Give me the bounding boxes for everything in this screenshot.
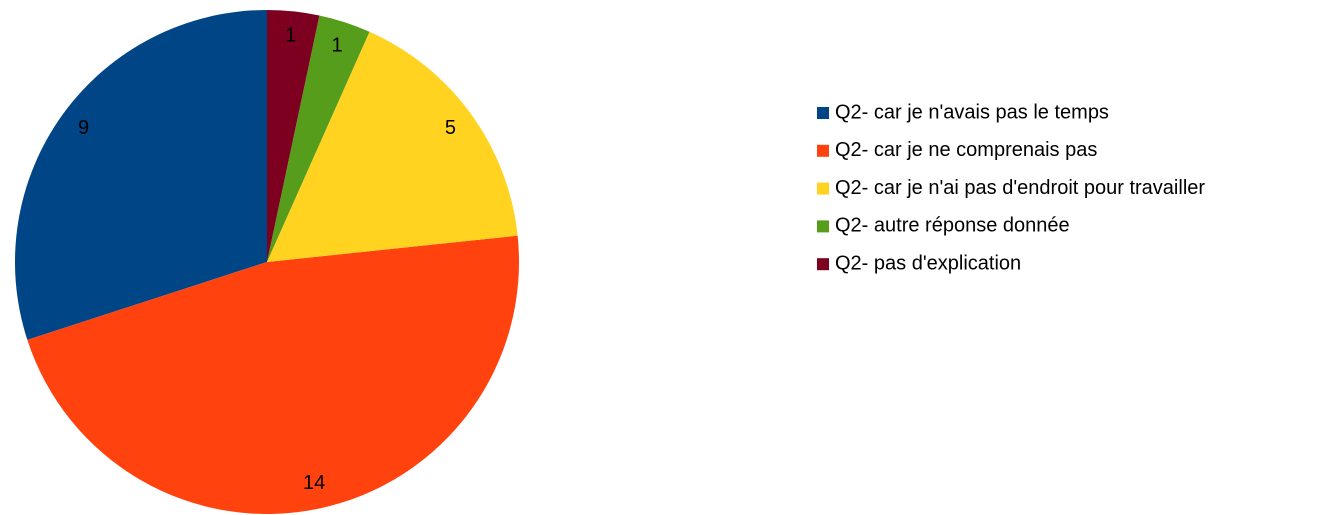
legend-swatch	[817, 107, 829, 119]
legend-swatch	[817, 220, 829, 233]
legend-swatch	[817, 144, 829, 157]
legend-label: Q2- autre réponse donnée	[835, 215, 1070, 237]
legend-swatch	[817, 182, 829, 195]
pie-slice	[267, 31, 518, 262]
pie-slice	[267, 10, 320, 262]
legend-swatch	[817, 258, 829, 271]
data-label: 5	[445, 117, 456, 139]
legend-label: Q2- car je ne comprenais pas	[835, 139, 1097, 161]
data-label: 1	[332, 35, 343, 57]
data-label: 1	[285, 25, 296, 47]
legend-label: Q2- car je n'avais pas le temps	[835, 101, 1109, 123]
pie-slice	[267, 15, 370, 262]
data-label: 9	[78, 117, 89, 139]
legend-label: Q2- car je n'ai pas d'endroit pour trava…	[835, 177, 1205, 199]
data-label: 14	[303, 472, 325, 494]
pie-slice	[14, 10, 267, 340]
legend-label: Q2- pas d'explication	[835, 252, 1021, 274]
pie-slice	[27, 235, 519, 514]
